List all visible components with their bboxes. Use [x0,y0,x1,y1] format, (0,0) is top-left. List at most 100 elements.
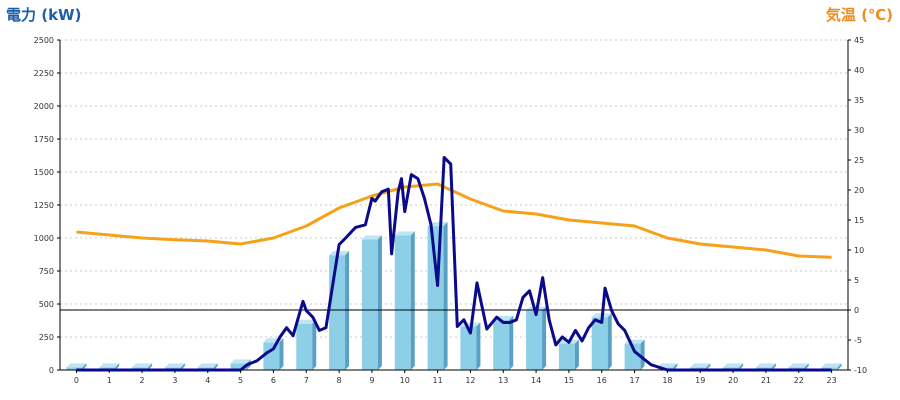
bar-side [607,313,612,370]
bar [263,338,284,370]
bar [427,222,448,370]
left-tick-label: 2000 [34,102,54,111]
right-tick-label: 30 [854,126,864,135]
x-tick-label: 18 [662,376,672,385]
bar-side [706,363,711,370]
bar-top [657,363,678,368]
bar-front [460,326,477,370]
bar-top [394,231,415,236]
right-tick-label: 10 [854,246,864,255]
x-tick-label: 10 [400,376,410,385]
grid [60,39,848,338]
bar-top [690,363,711,368]
bar-side [115,363,120,370]
x-tick-label: 2 [140,376,145,385]
bar-front [361,239,378,370]
right-tick-label: 5 [854,276,859,285]
bar-top [230,359,251,364]
x-tick-label: 5 [238,376,243,385]
x-tick-label: 16 [597,376,607,385]
axes [59,40,849,371]
left-tick-label: 0 [49,366,54,375]
left-tick-label: 1750 [34,135,54,144]
x-tick-label: 8 [337,376,342,385]
bar-side [443,222,448,370]
right-tick-label: 0 [854,306,859,315]
bar-side [279,338,284,370]
bar [66,363,87,370]
bar-side [804,363,809,370]
bar [493,315,514,370]
x-tick-label: 9 [369,376,374,385]
bar-side [410,231,415,370]
right-tick-label: 45 [854,36,864,45]
left-tick-label: 250 [39,333,54,342]
x-tick-label: 11 [432,376,442,385]
left-tick-label: 500 [39,300,54,309]
bar-side [574,339,579,370]
x-tick-label: 19 [695,376,705,385]
right-axis-title: 気温 (℃) [826,6,893,24]
bar [329,251,350,370]
bar-front [66,367,83,370]
bar-side [837,363,842,370]
x-tick-label: 4 [205,376,210,385]
bar-top [755,363,776,368]
bar-side [180,363,185,370]
bar [296,319,317,370]
bar-front [591,317,608,370]
x-tick-label: 0 [74,376,79,385]
x-tick-label: 1 [107,376,112,385]
right-tick-label: -5 [854,336,862,345]
x-tick-label: 20 [728,376,738,385]
bar-front [427,226,444,370]
x-tick-label: 17 [629,376,639,385]
ticks: 02505007501000125015001750200022502500-1… [34,36,867,385]
right-tick-label: 25 [854,156,864,165]
bar-top [99,363,120,368]
bar-side [377,235,382,370]
bar-front [296,323,313,370]
bar-side [148,363,153,370]
bar-side [345,251,350,370]
bar-side [771,363,776,370]
left-tick-label: 1500 [34,168,54,177]
x-tick-label: 15 [564,376,574,385]
bar-top [164,363,185,368]
bar-top [821,363,842,368]
right-tick-label: -10 [854,366,867,375]
left-axis-title: 電力 (kW) [6,6,81,24]
bar-front [394,235,411,370]
bar [526,306,547,370]
left-tick-label: 2500 [34,36,54,45]
bar-side [82,363,87,370]
right-tick-label: 20 [854,186,864,195]
bar-front [329,255,346,370]
right-tick-label: 40 [854,66,864,75]
x-tick-label: 14 [531,376,541,385]
bar-side [640,339,645,370]
bar-front [493,319,510,370]
bar-side [542,306,547,370]
x-tick-label: 6 [271,376,276,385]
x-tick-label: 7 [304,376,309,385]
bar [394,231,415,370]
bar-top [788,363,809,368]
x-tick-label: 23 [826,376,836,385]
bar-top [361,235,382,240]
bar-top [132,363,153,368]
left-tick-label: 1250 [34,201,54,210]
x-tick-label: 3 [172,376,177,385]
bar-side [476,322,481,370]
x-tick-label: 22 [794,376,804,385]
bar [591,313,612,370]
bar-top [66,363,87,368]
bar-side [312,319,317,370]
right-tick-label: 35 [854,96,864,105]
bar-front [624,343,641,370]
bar [558,339,579,370]
bar-side [509,315,514,370]
bar-front [230,363,247,370]
bar-side [213,363,218,370]
